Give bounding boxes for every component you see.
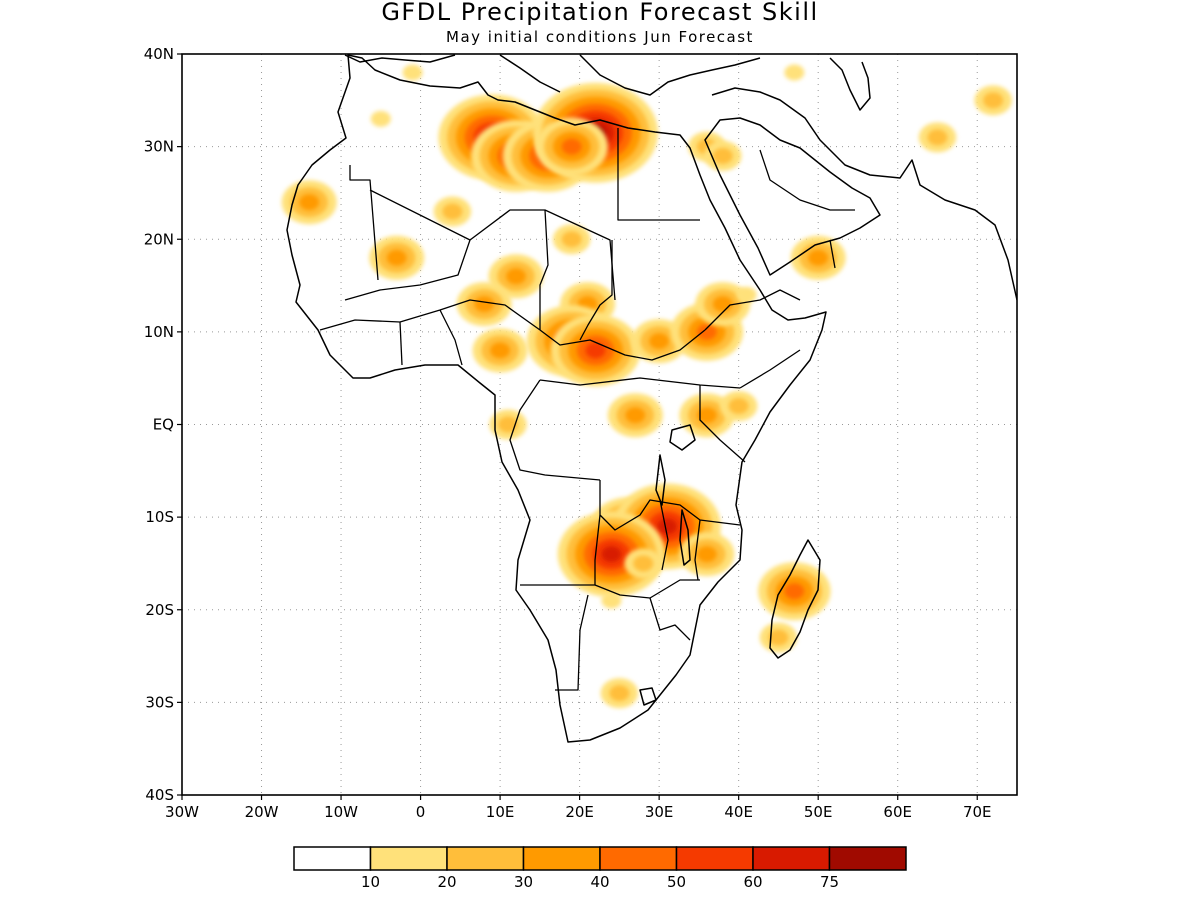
chart-subtitle: May initial conditions Jun Forecast — [446, 28, 754, 46]
chart-title: GFDL Precipitation Forecast Skill — [381, 0, 819, 26]
y-tick-label: 40S — [145, 786, 174, 804]
country-borders — [319, 128, 855, 691]
x-tick-label: 10W — [324, 803, 358, 821]
x-tick-label: 20E — [565, 803, 594, 821]
skill-contour-fill — [784, 583, 805, 600]
y-tick-label: 10S — [145, 508, 174, 526]
coastline-and-borders — [286, 54, 1017, 743]
skill-contour-fill — [696, 323, 717, 340]
colorbar-swatch — [293, 846, 372, 871]
skill-contour-fill — [736, 286, 757, 303]
skill-contour-fill — [561, 231, 582, 248]
skill-contour-fill — [696, 546, 717, 563]
africa-coastline — [286, 54, 827, 743]
skill-contour-fill — [585, 342, 606, 359]
x-tick-label: 20W — [245, 803, 279, 821]
x-tick-label: 70E — [963, 803, 992, 821]
skill-contour-fill — [728, 397, 749, 414]
skill-contour-fill — [696, 407, 717, 424]
skill-contour-fill — [498, 416, 519, 433]
axis-tick-labels: 30W 20W 10W 0 10E 20E 30E 40E 50E 60E 70E 40N 30N 20N… — [144, 45, 992, 821]
asia-coastline — [711, 87, 1017, 301]
x-tick-label: 40E — [724, 803, 753, 821]
lesotho-outline — [639, 687, 657, 706]
y-tick-label: 20N — [144, 230, 174, 248]
colorbar-swatch — [828, 846, 907, 871]
skill-contour-fill — [784, 64, 805, 81]
y-tick-label: 10N — [144, 323, 174, 341]
x-tick-label: 50E — [804, 803, 833, 821]
skill-contour-fill — [601, 592, 622, 609]
y-tick-label: EQ — [153, 416, 174, 434]
skill-shading — [281, 64, 1012, 709]
arabia-coastline — [704, 117, 881, 276]
colorbar-label: 20 — [437, 873, 456, 891]
skill-contour-fill — [808, 249, 829, 266]
colorbar-swatch — [752, 846, 831, 871]
x-tick-label: 0 — [416, 803, 426, 821]
colorbar-label: 50 — [667, 873, 686, 891]
skill-contour-fill — [649, 333, 670, 350]
skill-contour-fill — [609, 685, 630, 702]
colorbar-swatch — [675, 846, 754, 871]
skill-contour-fill — [712, 147, 733, 164]
lake-victoria-outline — [669, 424, 696, 451]
x-tick-label: 30W — [165, 803, 199, 821]
skill-contour-fill — [657, 518, 678, 535]
skill-contour-fill — [625, 407, 646, 424]
skill-contour-fill — [474, 296, 495, 313]
colorbar-label: 75 — [820, 873, 839, 891]
colorbar-label: 10 — [361, 873, 380, 891]
europe-coastline — [344, 54, 761, 96]
y-tick-label: 30S — [145, 693, 174, 711]
skill-contour-fill — [442, 203, 463, 220]
y-tick-label: 30N — [144, 138, 174, 156]
x-tick-label: 30E — [645, 803, 674, 821]
lake-tanganyika-outline — [655, 454, 666, 506]
skill-contour-fill — [490, 342, 511, 359]
colorbar-swatch — [369, 846, 448, 871]
lake-malawi-outline — [679, 509, 691, 566]
skill-contour-fill — [299, 194, 320, 211]
skill-contour-fill — [712, 296, 733, 313]
y-tick-label: 20S — [145, 601, 174, 619]
skill-contour-fill — [561, 138, 582, 155]
skill-contour-fill — [983, 92, 1004, 109]
madagascar-outline — [769, 539, 821, 659]
colorbar-label: 40 — [590, 873, 609, 891]
y-tick-label: 40N — [144, 45, 174, 63]
skill-contour-fill — [768, 629, 789, 646]
caspian-outline — [829, 57, 871, 111]
skill-contour-fill — [927, 129, 948, 146]
skill-contour-fill — [506, 268, 526, 285]
x-tick-label: 10E — [486, 803, 515, 821]
skill-contour-fill — [386, 249, 407, 266]
skill-contour-fill — [633, 555, 654, 572]
colorbar-label: 60 — [743, 873, 762, 891]
skill-contour-fill — [370, 110, 391, 127]
colorbar-swatch — [446, 846, 525, 871]
colorbar-legend: 10 20 30 40 50 60 75 — [293, 846, 907, 891]
x-tick-label: 60E — [883, 803, 912, 821]
skill-contour-fill — [402, 64, 423, 81]
colorbar-swatch — [522, 846, 601, 871]
skill-contour-fill — [601, 546, 622, 563]
colorbar-label: 30 — [514, 873, 533, 891]
colorbar-swatch — [599, 846, 678, 871]
